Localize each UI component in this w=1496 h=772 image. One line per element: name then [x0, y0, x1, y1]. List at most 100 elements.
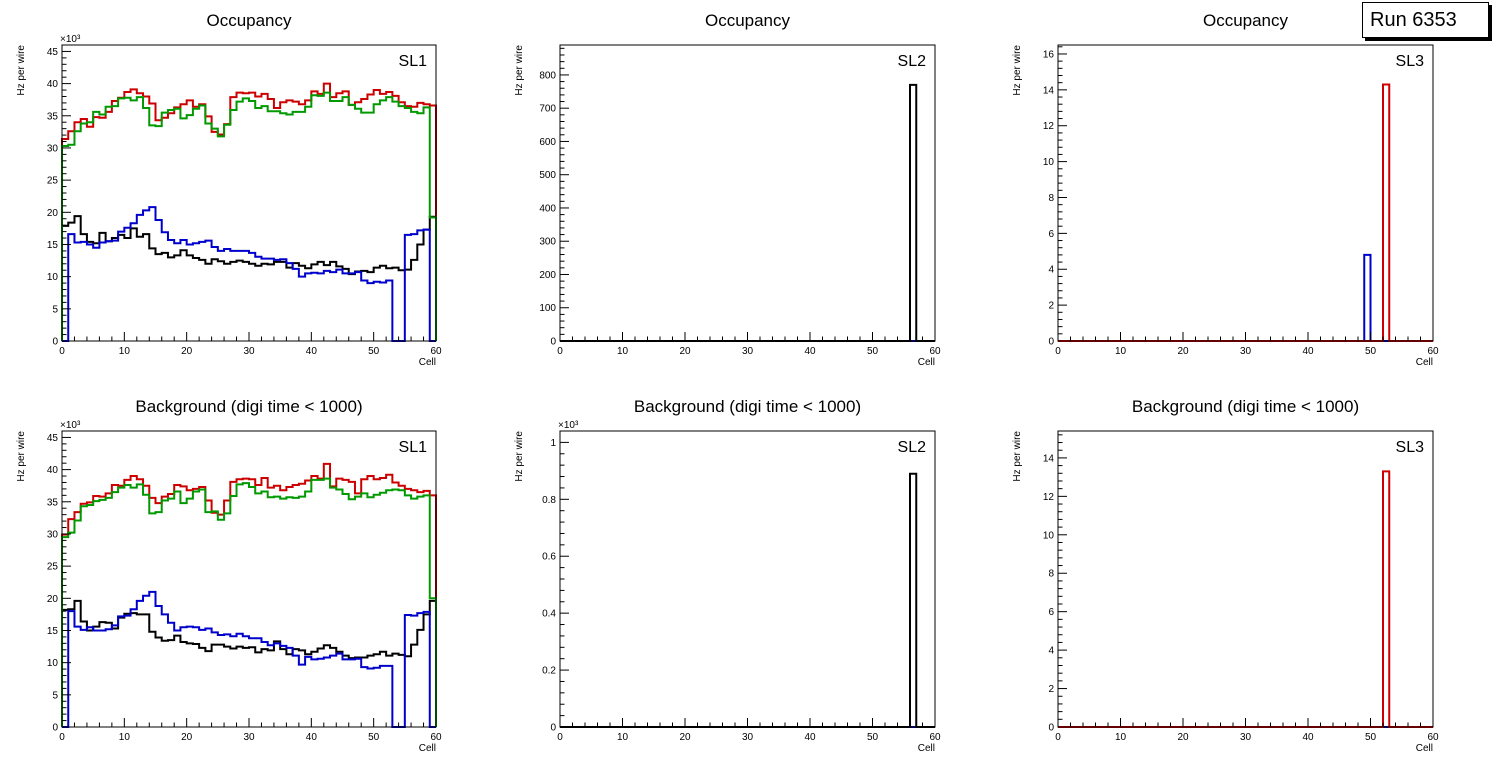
y-tick-label: 25: [47, 562, 59, 573]
x-tick-label: 0: [59, 346, 65, 357]
series-black: [560, 472, 935, 728]
x-tick-label: 30: [243, 346, 255, 357]
panel-bkg-sl1: Background (digi time < 1000)0 10 20 30 40 50…: [16, 397, 442, 754]
y-axis-title: Hz per wire: [514, 431, 525, 482]
x-tick-label: 50: [1365, 346, 1377, 357]
plot-frame: [1057, 44, 1434, 342]
x-tick-label: 0: [1055, 732, 1061, 743]
x-tick-label: 20: [181, 346, 193, 357]
series-blue: [62, 590, 436, 728]
y-tick-label: 10: [47, 658, 59, 669]
y-tick-label: 12: [1043, 492, 1055, 503]
y-axis-title: Hz per wire: [16, 45, 27, 96]
x-tick-label: 60: [430, 346, 442, 357]
plot-frame: [559, 44, 936, 342]
y-tick-label: 12: [1043, 121, 1055, 132]
y-axis-title: Hz per wire: [514, 45, 525, 96]
y-tick-label: 45: [47, 433, 59, 444]
run-label: Run 6353: [1370, 9, 1457, 31]
y-tick-label: 15: [47, 240, 59, 251]
y-axis-title: Hz per wire: [1012, 45, 1023, 96]
x-tick-label: 60: [929, 346, 941, 357]
y-tick-label: 30: [47, 143, 59, 154]
series-red: [1058, 83, 1433, 342]
x-tick-label: 40: [804, 732, 816, 743]
x-tick-label: 0: [1055, 346, 1061, 357]
y-tick-label: 6: [1048, 607, 1054, 618]
x-tick-label: 20: [1177, 732, 1189, 743]
x-tick-label: 30: [243, 732, 255, 743]
panel-title: Background (digi time < 1000): [135, 397, 362, 416]
panel-bkg-sl2: Background (digi time < 1000)0 10 20 30 40 50…: [514, 397, 941, 754]
y-tick-label: 40: [47, 79, 59, 90]
plot-frame: [61, 430, 437, 728]
y-tick-label: 16: [1043, 49, 1055, 60]
x-tick-label: 60: [430, 732, 442, 743]
series-blue: [1058, 253, 1433, 342]
x-tick-label: 50: [867, 346, 879, 357]
y-tick-label: 0: [550, 337, 556, 348]
x-tick-label: 50: [867, 732, 879, 743]
x-tick-label: 10: [617, 346, 629, 357]
y-tick-label: 45: [47, 47, 59, 58]
y-tick-label: 14: [1043, 453, 1055, 464]
y-tick-label: 700: [539, 104, 556, 115]
y-tick-label: 20: [47, 594, 59, 605]
x-tick-label: 30: [1240, 346, 1252, 357]
panel-title: Occupancy: [705, 11, 791, 30]
superlayer-label: SL1: [399, 439, 428, 456]
y-tick-label: 100: [539, 303, 556, 314]
series-red: [1058, 470, 1433, 728]
panel-title: Background (digi time < 1000): [634, 397, 861, 416]
y-tick-label: 10: [47, 272, 59, 283]
y-tick-label: 600: [539, 137, 556, 148]
x-tick-label: 40: [306, 346, 318, 357]
x-tick-label: 60: [929, 732, 941, 743]
y-tick-label: 4: [1048, 265, 1054, 276]
y-tick-label: 200: [539, 270, 556, 281]
x-tick-label: 50: [368, 732, 380, 743]
x-tick-label: 0: [59, 732, 65, 743]
y-tick-label: 5: [52, 690, 58, 701]
x-tick-label: 50: [368, 346, 380, 357]
y-tick-label: 10: [1043, 530, 1055, 541]
y-tick-label: 2: [1048, 301, 1054, 312]
panel-bkg-sl3: Background (digi time < 1000)0 10 20 30 40 50…: [1012, 397, 1439, 754]
x-tick-label: 30: [1240, 732, 1252, 743]
y-tick-label: 14: [1043, 85, 1055, 96]
y-tick-label: 40: [47, 465, 59, 476]
x-axis-title: Cell: [419, 357, 436, 368]
x-tick-label: 10: [1115, 346, 1127, 357]
y-tick-label: 0: [52, 723, 58, 734]
plot-frame: [1057, 430, 1434, 728]
x-tick-label: 40: [1302, 346, 1314, 357]
y-axis-title: Hz per wire: [16, 431, 27, 482]
series-green: [61, 91, 437, 341]
x-axis-title: Cell: [1416, 743, 1433, 754]
y-multiplier: ×10³: [60, 34, 81, 45]
y-tick-label: 400: [539, 203, 556, 214]
y-multiplier: ×10³: [558, 420, 579, 431]
y-tick-label: 30: [47, 529, 59, 540]
y-tick-label: 0.4: [542, 609, 556, 620]
y-tick-label: 0.2: [542, 666, 556, 677]
y-tick-label: 15: [47, 626, 59, 637]
x-tick-label: 0: [557, 346, 563, 357]
superlayer-label: SL1: [399, 53, 428, 70]
y-tick-label: 0.6: [542, 552, 556, 563]
x-tick-label: 10: [1115, 732, 1127, 743]
y-tick-label: 8: [1048, 569, 1054, 580]
y-tick-label: 1: [550, 438, 556, 449]
x-tick-label: 30: [742, 732, 754, 743]
y-tick-label: 8: [1048, 193, 1054, 204]
superlayer-label: SL3: [1396, 53, 1425, 70]
y-tick-label: 800: [539, 70, 556, 81]
series-red: [61, 462, 437, 727]
x-tick-label: 30: [742, 346, 754, 357]
x-tick-label: 60: [1427, 346, 1439, 357]
series-black: [61, 215, 437, 341]
x-tick-label: 20: [679, 346, 691, 357]
y-tick-label: 2: [1048, 684, 1054, 695]
